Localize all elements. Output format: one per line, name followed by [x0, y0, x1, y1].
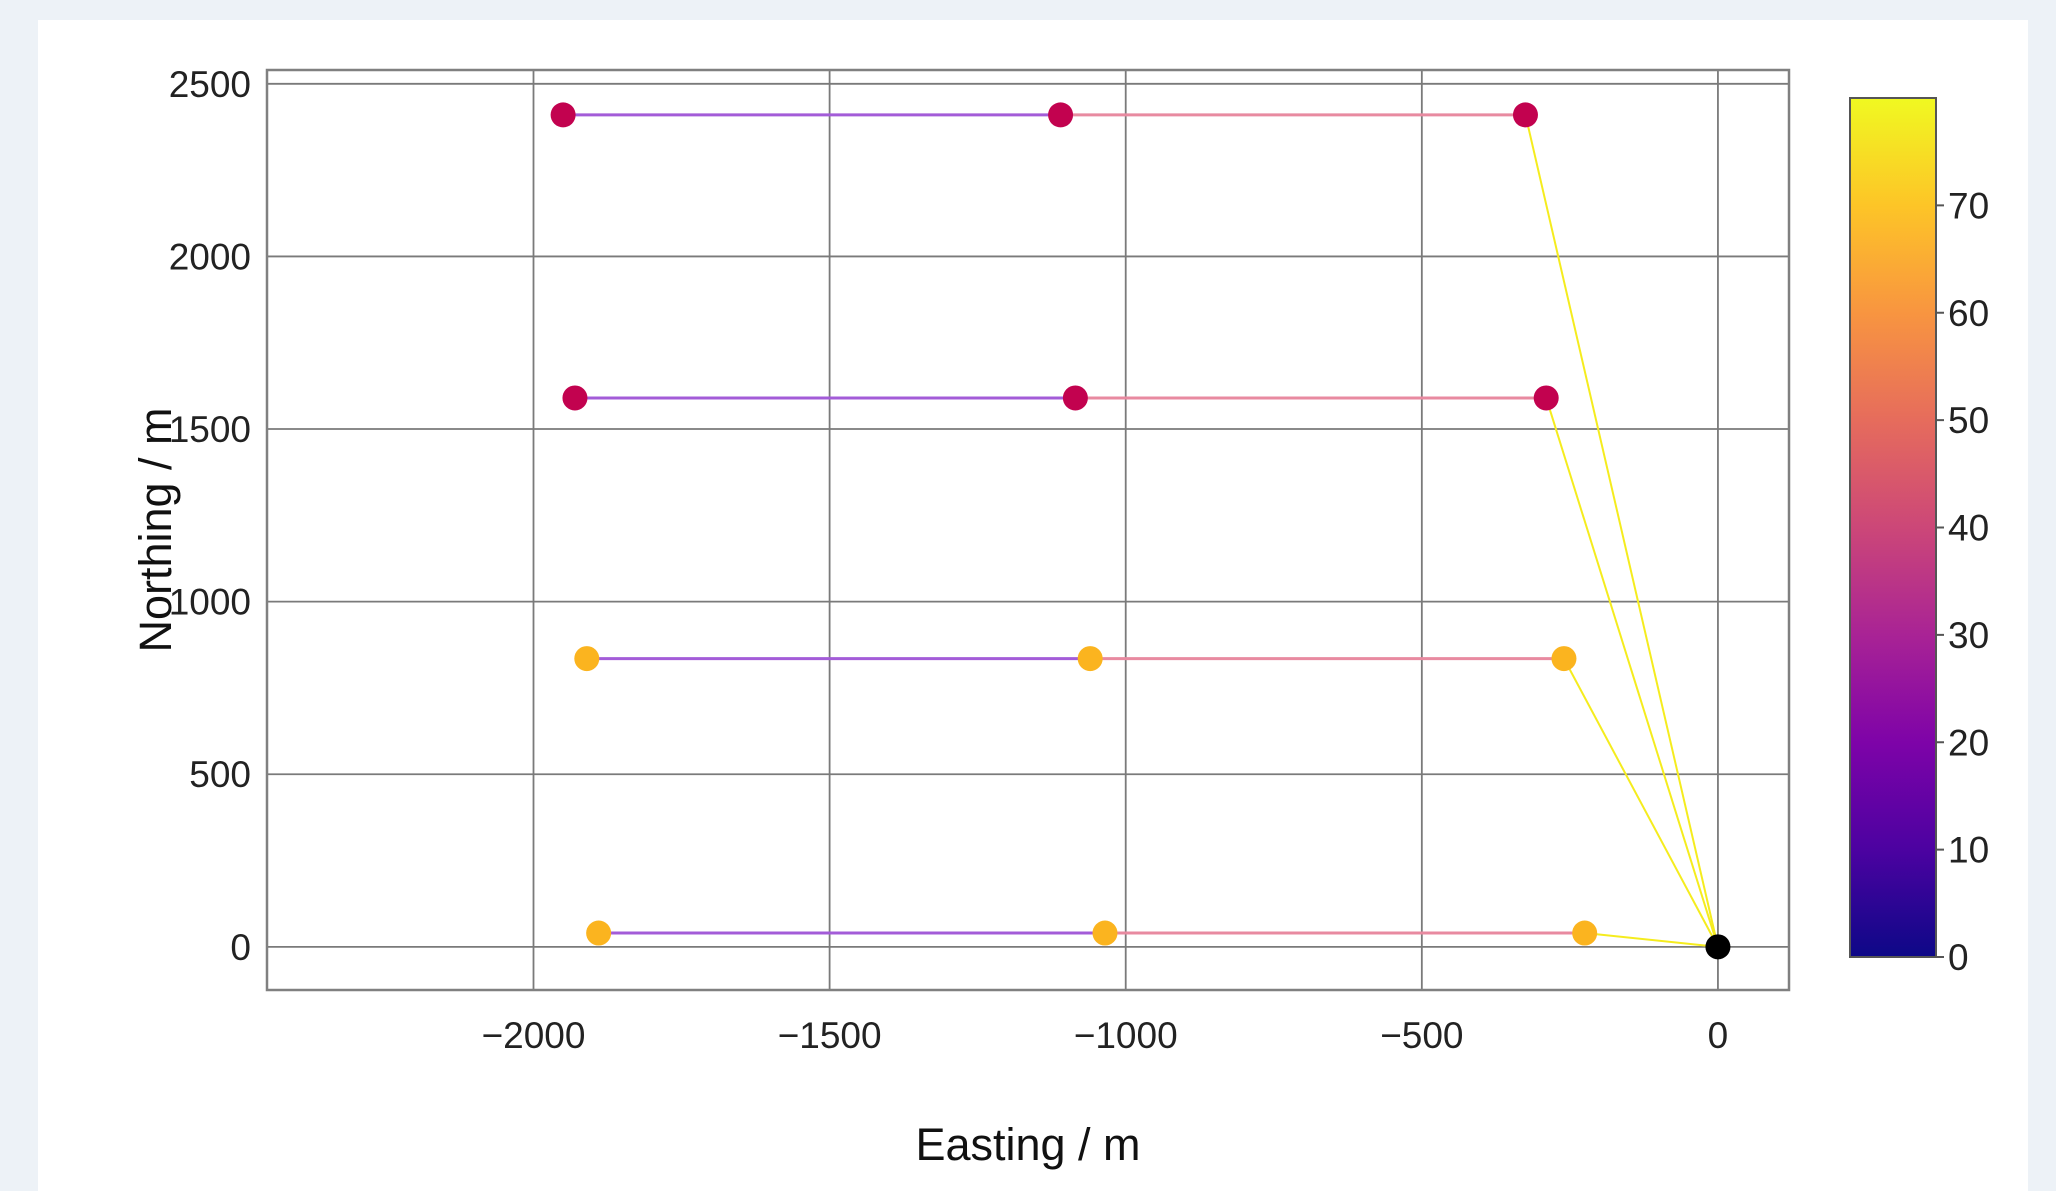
origin-point [1705, 934, 1731, 960]
data-point [1572, 920, 1598, 946]
y-tick-label: 500 [189, 754, 251, 795]
chart: −2000 −1500 −1000 −500 0 0500100015002000250… [130, 64, 1989, 1170]
link-segment [1545, 397, 1719, 948]
colorbar-tick-label: 50 [1948, 400, 1989, 441]
y-tick-label: 1000 [169, 582, 251, 623]
data-point [1533, 385, 1559, 411]
data-point [1092, 920, 1118, 946]
x-tick-label: −2000 [482, 1015, 586, 1056]
x-tick-label: −1500 [778, 1015, 882, 1056]
data-point [1512, 102, 1538, 128]
link-segment [1524, 114, 1719, 948]
x-tick-label: −500 [1380, 1015, 1463, 1056]
data-point [586, 920, 612, 946]
colorbar-tick-label: 70 [1948, 185, 1989, 226]
colorbar-tick-label: 30 [1948, 615, 1989, 656]
colorbar [1849, 97, 1937, 958]
colorbar-ticks: 0 10 20 30 40 50 60 70 [1936, 185, 1989, 978]
data-point [574, 646, 600, 672]
y-tick-label: 2000 [169, 236, 251, 277]
data-point [562, 385, 588, 411]
line-segments [563, 113, 1719, 948]
y-axis-ticks: 0 500 1000 1500 2000 2500 [169, 64, 251, 968]
x-tick-label: 0 [1708, 1015, 1729, 1056]
y-axis-label: Northing / m [130, 407, 181, 652]
colorbar-tick-label: 10 [1948, 830, 1989, 871]
data-point [1048, 102, 1074, 128]
link-segment [1563, 658, 1719, 948]
colorbar-tick-label: 60 [1948, 293, 1989, 334]
link-segment [1584, 932, 1719, 948]
data-point [1077, 646, 1103, 672]
colorbar-tick-label: 20 [1948, 722, 1989, 763]
data-point [1062, 385, 1088, 411]
data-points [550, 102, 1731, 960]
chart-card: −2000 −1500 −1000 −500 0 0 500 1000 1500 2000 250… [38, 20, 2028, 1191]
colorbar-tick-label: 40 [1948, 508, 1989, 549]
y-tick-label: 1500 [169, 409, 251, 450]
data-point [550, 102, 576, 128]
plot-frame [265, 68, 1791, 992]
grid [267, 70, 1789, 990]
colorbar-tick-label: 0 [1948, 937, 1969, 978]
y-tick-label: 2500 [169, 64, 251, 105]
x-tick-label: −1000 [1074, 1015, 1178, 1056]
y-tick-label: 0 [230, 927, 251, 968]
data-point [1551, 646, 1577, 672]
x-axis-ticks: −2000 −1500 −1000 −500 0 [482, 1015, 1729, 1056]
x-axis-label: Easting / m [915, 1119, 1140, 1170]
